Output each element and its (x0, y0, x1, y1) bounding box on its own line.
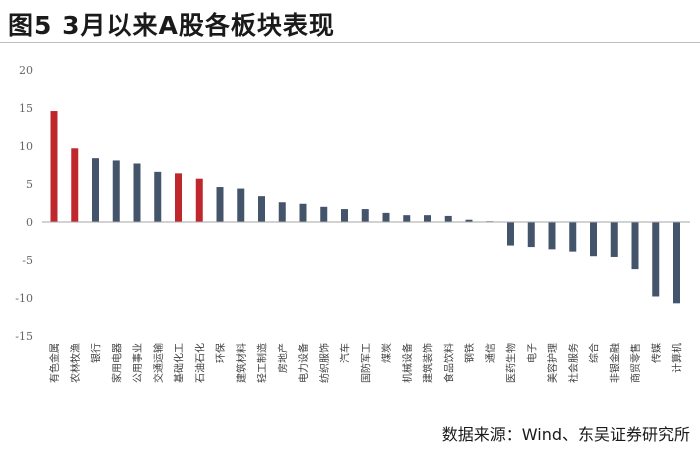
title-divider (0, 42, 700, 43)
bar (341, 209, 348, 222)
x-tick-label: 美容护理 (546, 343, 559, 383)
bar (673, 222, 680, 304)
x-tick-label: 有色金属 (48, 343, 61, 383)
x-tick-label: 交通运输 (152, 343, 165, 383)
y-tick-label: -5 (22, 254, 33, 267)
y-tick-label: -10 (15, 292, 33, 305)
y-tick-label: 10 (19, 140, 33, 153)
x-tick-label: 计算机 (671, 343, 684, 373)
x-tick-label: 非银金融 (608, 343, 621, 383)
figure-title: 图5 3月以来A股各板块表现 (8, 11, 335, 40)
x-axis-labels: 有色金属 农林牧渔 银行 家用电器 公用事业 交通运输 基础化工 石油石化 环保 建筑材料 轻工制造… (48, 343, 684, 383)
x-tick-label: 综合 (588, 343, 601, 363)
x-tick-label: 公用事业 (131, 343, 144, 383)
bar (507, 222, 514, 246)
bar (154, 171, 162, 222)
bar (631, 222, 639, 270)
x-tick-label: 医药生物 (505, 343, 518, 383)
bar (175, 173, 182, 222)
bar (590, 222, 597, 257)
x-tick-label: 商贸零售 (629, 343, 642, 383)
bar (195, 178, 203, 222)
bar (258, 196, 265, 222)
x-tick-label: 石油石化 (193, 343, 206, 383)
bar (50, 111, 58, 222)
x-tick-label: 钢铁 (463, 343, 476, 363)
bar (216, 187, 224, 222)
bar (92, 158, 99, 222)
bar (299, 203, 307, 222)
bar (382, 212, 390, 222)
y-tick-label: -15 (15, 330, 33, 343)
bar (112, 160, 120, 222)
x-tick-label: 传媒 (651, 343, 663, 363)
y-tick-label: 20 (19, 64, 33, 77)
x-tick-label: 建筑材料 (235, 343, 248, 383)
x-tick-label: 纺织服饰 (318, 343, 331, 383)
x-tick-label: 社会服务 (567, 343, 580, 383)
x-tick-label: 通信 (485, 343, 497, 363)
x-tick-label: 银行 (90, 343, 103, 363)
bar (465, 219, 473, 222)
bar (133, 163, 141, 222)
source-note: 数据来源：Wind、东吴证券研究所 (441, 425, 690, 444)
bar (569, 222, 577, 252)
y-axis: 20 15 10 5 0 -5 -10 -15 (15, 64, 33, 343)
bar (444, 215, 452, 222)
x-tick-label: 轻工制造 (256, 343, 269, 383)
x-tick-label: 国防军工 (359, 343, 372, 383)
y-tick-label: 15 (19, 102, 33, 115)
bar (278, 202, 286, 222)
bar (652, 222, 660, 297)
bar (361, 209, 369, 222)
x-tick-label: 汽车 (339, 343, 352, 363)
x-tick-label: 家用电器 (110, 343, 123, 383)
bar (403, 215, 411, 222)
x-tick-label: 环保 (214, 343, 227, 363)
x-tick-label: 食品饮料 (442, 343, 455, 383)
x-tick-label: 基础化工 (173, 343, 186, 383)
x-tick-label: 煤炭 (380, 343, 393, 363)
bar (527, 222, 535, 248)
bar (71, 148, 79, 222)
x-tick-label: 房地产 (276, 343, 289, 373)
bar (610, 222, 618, 257)
bar-chart: 20 15 10 5 0 -5 -10 -15 有色金属 农林牧渔 银行 家用电器 公用事业 交通运输基… (15, 64, 690, 383)
x-tick-label: 电子 (525, 343, 538, 363)
bar (237, 188, 245, 222)
x-tick-label: 机械设备 (401, 343, 414, 383)
y-tick-label: 0 (26, 216, 33, 229)
x-tick-label: 建筑装饰 (422, 343, 435, 383)
x-tick-label: 农林牧渔 (69, 343, 82, 383)
x-tick-label: 电力设备 (297, 343, 310, 383)
bar (424, 215, 431, 222)
bar (548, 222, 556, 250)
y-tick-label: 5 (26, 178, 33, 191)
bars (50, 111, 680, 304)
bar (320, 206, 328, 222)
